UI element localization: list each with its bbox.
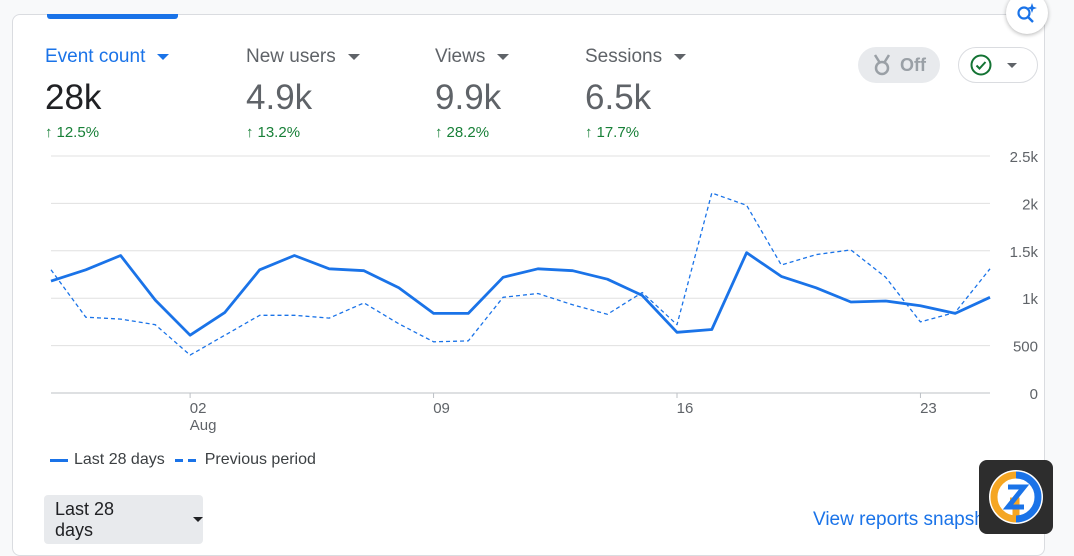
metric-views[interactable]: Views 9.9k ↑ 28.2% bbox=[435, 46, 510, 141]
chart-legend: Last 28 days Previous period bbox=[50, 451, 316, 469]
metric-sessions[interactable]: Sessions 6.5k ↑ 17.7% bbox=[585, 46, 687, 141]
anomaly-toggle[interactable]: Off bbox=[858, 47, 940, 83]
chevron-down-icon bbox=[497, 54, 510, 60]
toggle-label: Off bbox=[900, 54, 926, 75]
x-tick-label: 23 bbox=[920, 400, 937, 417]
x-tick-label: 02 bbox=[190, 400, 207, 417]
y-tick-label: 1k bbox=[1022, 291, 1038, 308]
legend-swatch-solid bbox=[50, 458, 68, 462]
metric-value: 6.5k bbox=[585, 78, 652, 117]
y-tick-label: 1.5k bbox=[1010, 244, 1039, 261]
metric-change: 17.7% bbox=[596, 124, 640, 141]
series-line-current bbox=[50, 251, 991, 337]
legend-label-current: Last 28 days bbox=[74, 451, 165, 468]
metric-change: 28.2% bbox=[446, 124, 490, 141]
chevron-down-icon bbox=[157, 54, 170, 60]
metric-value: 28k bbox=[45, 78, 102, 117]
report-card bbox=[12, 14, 1045, 556]
y-tick-label: 0 bbox=[1030, 386, 1038, 403]
metric-change: 13.2% bbox=[257, 124, 301, 141]
chevron-down-icon bbox=[1007, 62, 1017, 68]
metric-event-count[interactable]: Event count 28k ↑ 12.5% bbox=[45, 46, 170, 141]
arrow-up-icon: ↑ bbox=[585, 124, 593, 141]
metric-label: Event count bbox=[45, 46, 146, 67]
legend-swatch-dashed bbox=[174, 458, 197, 462]
y-tick-label: 2.5k bbox=[1010, 149, 1039, 166]
logo-icon bbox=[989, 470, 1043, 524]
metric-label: Sessions bbox=[585, 46, 663, 67]
metric-label: New users bbox=[246, 46, 336, 67]
arrow-up-icon: ↑ bbox=[246, 124, 254, 141]
chevron-down-icon bbox=[193, 517, 203, 522]
app-logo bbox=[979, 460, 1053, 534]
chevron-down-icon bbox=[674, 54, 687, 60]
x-tick-label: 16 bbox=[677, 400, 694, 417]
metric-new-users[interactable]: New users 4.9k ↑ 13.2% bbox=[246, 46, 360, 141]
metric-label: Views bbox=[435, 46, 486, 67]
sparkle-search-icon bbox=[1017, 3, 1037, 23]
metric-value: 4.9k bbox=[246, 78, 313, 117]
arrow-up-icon: ↑ bbox=[45, 124, 53, 141]
arrow-up-icon: ↑ bbox=[435, 124, 443, 141]
metric-change: 12.5% bbox=[56, 124, 100, 141]
x-tick-sublabel: Aug bbox=[190, 417, 217, 434]
status-dropdown[interactable] bbox=[958, 47, 1038, 83]
active-tab-indicator bbox=[47, 14, 178, 19]
view-reports-link[interactable]: View reports snapsh bbox=[813, 509, 985, 530]
chevron-down-icon bbox=[347, 54, 360, 60]
check-circle-icon bbox=[970, 54, 992, 76]
insights-button[interactable] bbox=[1006, 0, 1048, 34]
y-tick-label: 500 bbox=[1013, 339, 1038, 356]
legend-label-previous: Previous period bbox=[204, 451, 316, 468]
medal-icon bbox=[873, 54, 891, 76]
x-tick-label: 09 bbox=[433, 400, 450, 417]
series-line-previous bbox=[50, 192, 991, 356]
y-tick-label: 2k bbox=[1022, 196, 1038, 213]
metric-value: 9.9k bbox=[435, 78, 502, 117]
date-range-dropdown[interactable]: Last 28 days bbox=[44, 495, 203, 544]
date-range-label: Last 28 days bbox=[55, 498, 115, 540]
